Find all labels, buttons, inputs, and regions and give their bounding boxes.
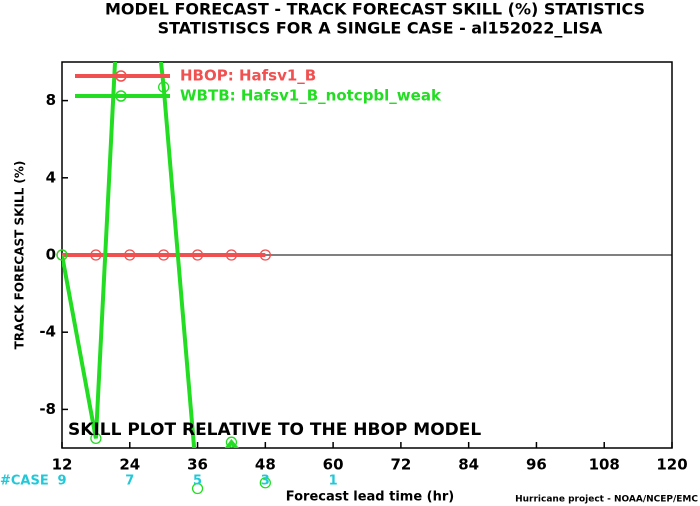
credit: Hurricane project - NOAA/NCEP/EMC xyxy=(515,495,698,505)
x-tick-label: 36 xyxy=(187,456,208,474)
x-tick-label: 84 xyxy=(458,456,479,474)
chart-subtitle: STATISTISCS FOR A SINGLE CASE - al152022… xyxy=(158,19,603,38)
chart-title: MODEL FORECAST - TRACK FORECAST SKILL (%… xyxy=(105,0,645,19)
x-tick-label: 60 xyxy=(323,456,344,474)
series-marker xyxy=(56,249,68,261)
plot-area xyxy=(62,62,266,448)
series-marker xyxy=(191,482,204,495)
series-line xyxy=(62,62,239,448)
y-tick-label: -8 xyxy=(39,400,56,418)
legend-label: WBTB: Hafsv1_B_notcpbl_weak xyxy=(180,87,442,105)
legend-marker xyxy=(115,70,127,82)
legend-marker xyxy=(115,90,127,102)
series-marker xyxy=(225,249,238,261)
series-marker xyxy=(191,249,204,261)
y-tick-label: 4 xyxy=(46,168,56,186)
x-tick-label: 120 xyxy=(656,456,687,474)
x-tick-label: 96 xyxy=(526,456,547,474)
y-axis-label: TRACK FORECAST SKILL (%) xyxy=(13,161,27,350)
case-count: 5 xyxy=(193,474,202,489)
case-label: #CASE xyxy=(0,474,49,489)
series-marker xyxy=(225,436,238,448)
series-marker xyxy=(259,249,271,261)
series-marker xyxy=(90,432,102,445)
case-count: 9 xyxy=(57,474,66,489)
case-count: 3 xyxy=(261,474,270,489)
x-tick-label: 24 xyxy=(119,456,140,474)
annotation: SKILL PLOT RELATIVE TO THE HBOP MODEL xyxy=(68,420,481,440)
y-tick-label: -4 xyxy=(39,323,56,341)
case-count: 7 xyxy=(125,474,134,489)
y-tick-label: 8 xyxy=(46,91,56,109)
series-marker xyxy=(124,249,136,261)
series-marker xyxy=(158,81,170,93)
legend-label: HBOP: Hafsv1_B xyxy=(180,67,316,85)
series-marker xyxy=(259,477,271,489)
x-tick-label: 72 xyxy=(390,456,411,474)
x-axis-label: Forecast lead time (hr) xyxy=(286,490,454,505)
x-tick-label: 108 xyxy=(589,456,620,474)
x-tick-label: 48 xyxy=(255,456,276,474)
series-marker xyxy=(90,249,102,261)
x-tick-label: 12 xyxy=(52,456,73,474)
series-marker xyxy=(158,249,170,261)
case-count: 1 xyxy=(329,474,338,489)
y-tick-label: 0 xyxy=(46,246,56,264)
